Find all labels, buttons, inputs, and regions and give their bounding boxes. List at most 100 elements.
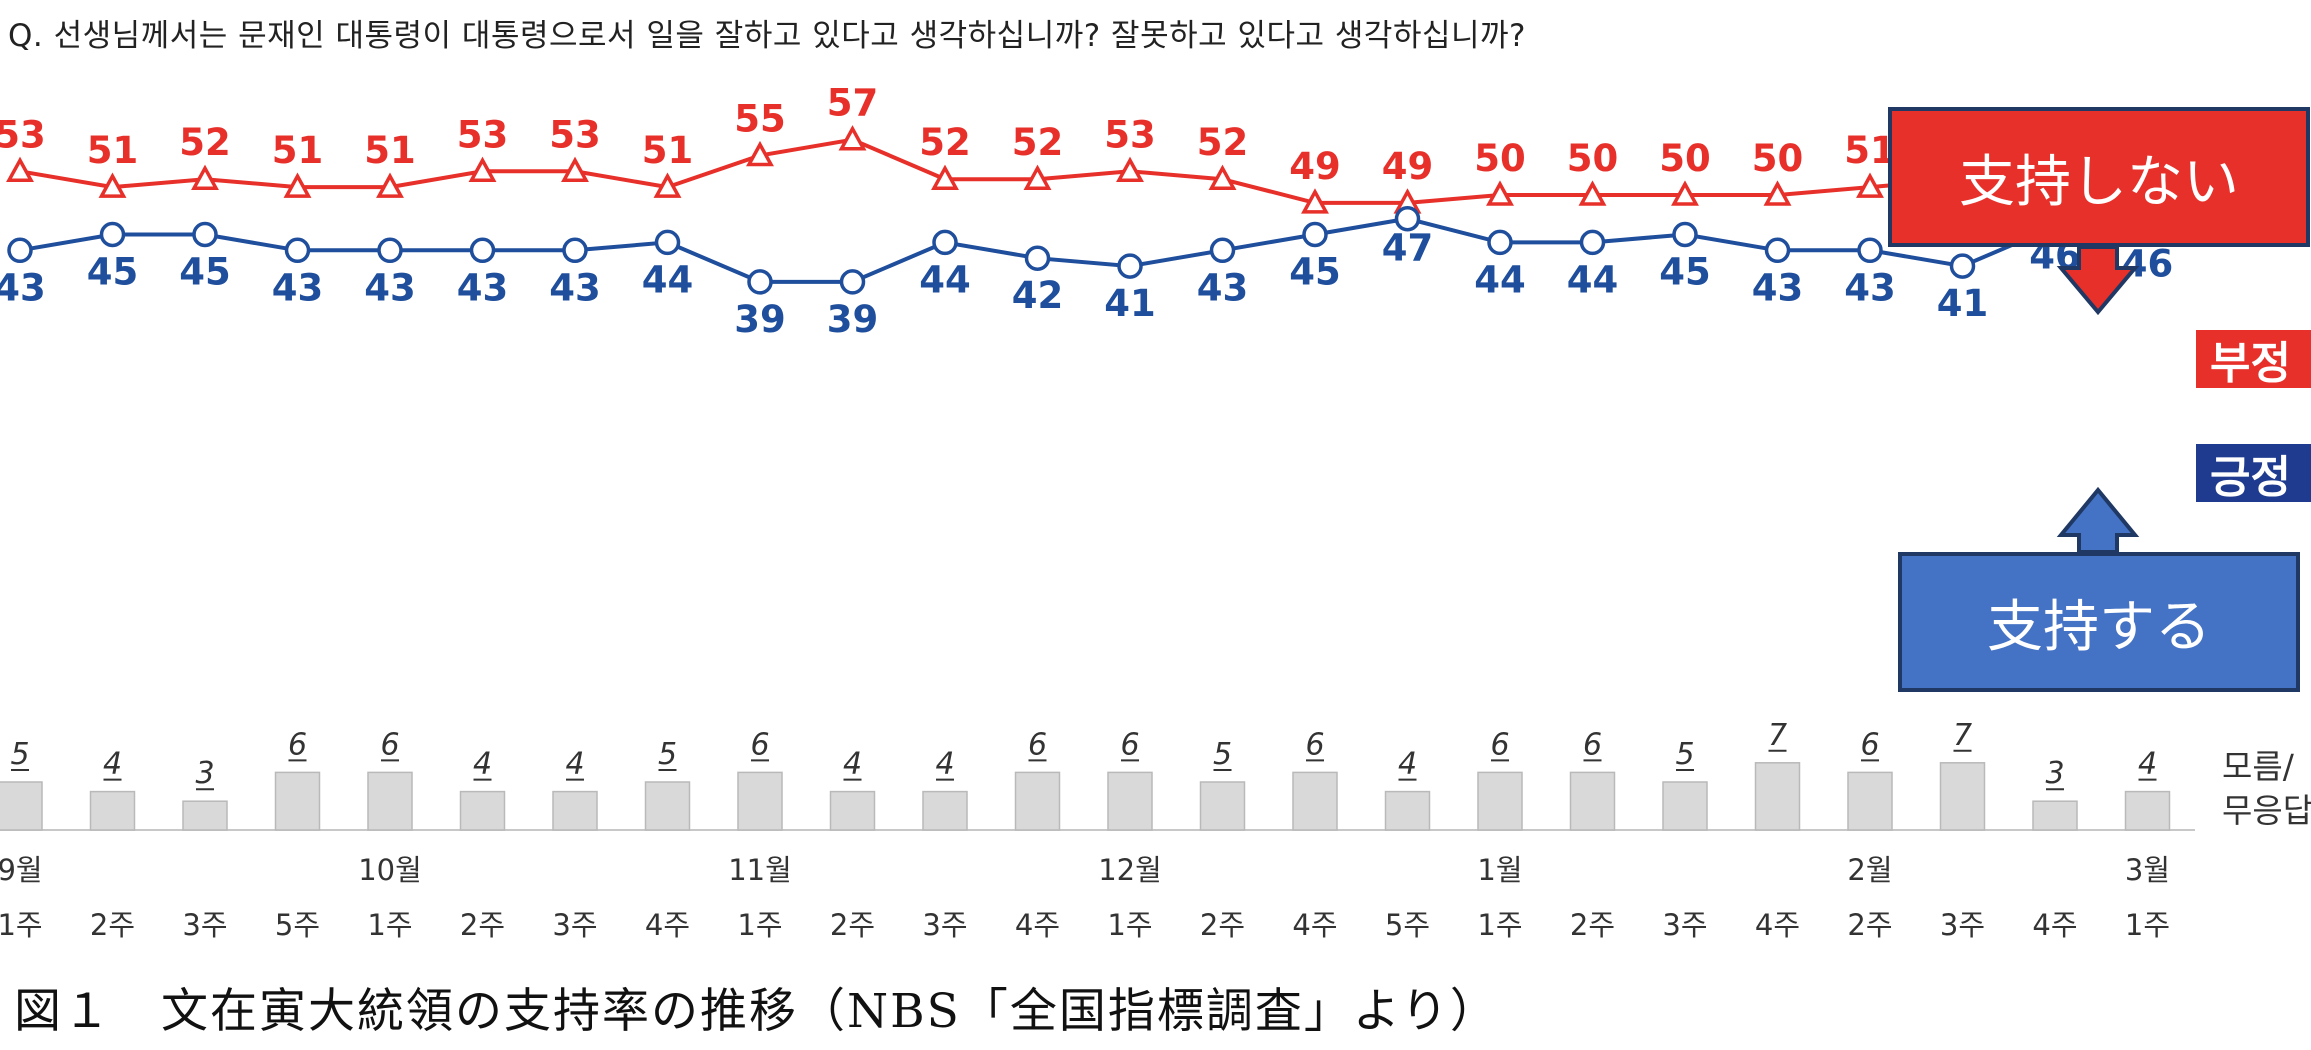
dontknow-label: 4	[103, 747, 122, 782]
positive-label: 44	[919, 258, 971, 301]
month-label: 1월	[1477, 853, 1522, 887]
positive-label: 45	[1659, 251, 1711, 294]
legend-negative: 부정	[2196, 330, 2311, 389]
dontknow-label: 4	[935, 747, 954, 782]
dontknow-bar	[182, 800, 228, 831]
positive-point	[1209, 237, 1236, 264]
negative-point	[98, 172, 127, 198]
positive-label: 42	[1012, 274, 1064, 317]
dontknow-label: 6	[1490, 727, 1509, 762]
positive-label: 41	[1104, 282, 1156, 325]
dontknow-label: 5	[1213, 737, 1232, 772]
positive-label: 44	[642, 258, 694, 301]
negative-point	[6, 156, 34, 183]
week-label: 2주	[1847, 908, 1892, 942]
month-label: 9월	[0, 853, 43, 887]
week-label: 5주	[1385, 908, 1430, 942]
positive-point	[469, 237, 496, 264]
dontknow-label: 4	[473, 747, 492, 782]
positive-point	[1394, 205, 1421, 232]
week-label: 3주	[552, 908, 597, 942]
dontknow-bar	[2124, 790, 2171, 831]
positive-label: 41	[1937, 282, 1989, 325]
month-label: 11월	[728, 853, 792, 887]
dontknow-bar	[2032, 800, 2078, 831]
positive-label: 47	[1382, 227, 1434, 270]
negative-point	[468, 156, 497, 183]
month-label: 12월	[1098, 853, 1162, 887]
dontknow-label: 6	[1583, 727, 1602, 762]
dontknow-label: 4	[565, 747, 584, 782]
dontknow-label: 6	[1860, 727, 1879, 762]
positive-label: 44	[1567, 258, 1619, 301]
week-label: 2주	[830, 908, 875, 942]
week-label: 1주	[737, 908, 782, 942]
negative-label: 57	[827, 82, 879, 125]
positive-label: 44	[1474, 258, 1526, 301]
positive-label: 43	[549, 266, 601, 309]
negative-point	[1856, 172, 1884, 198]
negative-point	[561, 156, 589, 183]
dontknow-bar	[1384, 790, 1431, 831]
positive-series: 43 45 45 43 43 43 43 44 39 39 44 42 41 43 45 47 44 44 45 43…	[0, 205, 2174, 341]
positive-label: 46	[2122, 243, 2174, 286]
positive-point	[1857, 237, 1883, 264]
week-label: 1주	[0, 908, 43, 942]
week-label: 1주	[1477, 908, 1522, 942]
positive-point	[99, 221, 126, 248]
week-label: 1주	[2125, 908, 2170, 942]
dontknow-label: 3	[2045, 756, 2064, 791]
positive-point	[7, 237, 33, 264]
dontknow-bar	[459, 790, 506, 831]
week-label: 2주	[1570, 908, 1615, 942]
week-label: 2주	[460, 908, 505, 942]
negative-series: 53 51 52 51 51 53 53 51 55 57 52 52 53 52 49 49 50 50 50 50…	[0, 82, 2173, 214]
positive-point	[562, 237, 588, 264]
dontknow-label: 6	[1028, 727, 1047, 762]
week-label: 5주	[275, 908, 320, 942]
negative-point	[1208, 164, 1237, 190]
negative-point	[1023, 164, 1052, 190]
negative-label: 49	[1382, 145, 1434, 188]
support-callout: 支持する	[1898, 552, 2300, 692]
week-label: 3주	[922, 908, 967, 942]
negative-label: 51	[87, 129, 139, 172]
week-label: 4주	[2032, 908, 2077, 942]
negative-point	[1486, 180, 1514, 206]
negative-label: 52	[179, 121, 231, 164]
positive-label: 43	[1197, 266, 1249, 309]
dontknow-label: 4	[1398, 747, 1417, 782]
legend-dontknow-line2: 무응답	[2222, 791, 2311, 830]
positive-label: 43	[0, 266, 46, 309]
negative-point	[283, 172, 312, 198]
dontknow-label: 6	[750, 727, 769, 762]
week-label: 4주	[645, 908, 690, 942]
dontknow-label: 6	[288, 727, 307, 762]
dontknow-label: 6	[1120, 727, 1139, 762]
dontknow-label: 3	[195, 756, 214, 791]
dontknow-bar	[1107, 771, 1153, 831]
positive-point	[932, 229, 958, 256]
dontknow-label: 5	[658, 737, 677, 772]
positive-point	[1949, 253, 1976, 279]
dontknow-bar	[1014, 771, 1061, 831]
dontknow-bars: 5 4 3 6 6 4 4 5 6 4 4 6 6 5 6 4 6 6 5 7 6 7 3 4	[0, 718, 2195, 831]
dontknow-bar	[1569, 771, 1616, 831]
week-label: 1주	[1107, 908, 1152, 942]
week-label: 3주	[182, 908, 227, 942]
negative-label: 50	[1474, 137, 1526, 180]
negative-point	[1301, 188, 1329, 214]
positive-point	[377, 237, 403, 264]
negative-label: 53	[0, 113, 46, 156]
dontknow-bar	[829, 790, 876, 831]
dontknow-bar	[552, 790, 598, 831]
dontknow-bar	[1199, 781, 1246, 831]
positive-point	[1487, 229, 1513, 256]
dontknow-bar	[644, 781, 691, 831]
negative-point	[1763, 180, 1792, 206]
dontknow-bar	[1477, 771, 1523, 831]
week-label: 2주	[1200, 908, 1245, 942]
positive-label: 45	[1289, 251, 1341, 294]
month-label: 3월	[2125, 853, 2170, 887]
positive-label: 39	[827, 298, 879, 341]
